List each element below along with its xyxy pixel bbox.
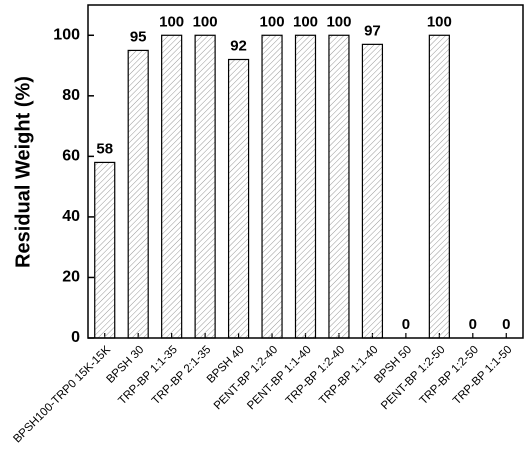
bar: [194, 34, 216, 339]
y-tick-label: 40: [62, 208, 80, 225]
x-tick-label: TRP-BP 1:2-50: [418, 344, 481, 407]
y-tick-label: 60: [62, 148, 80, 165]
value-label: 97: [364, 22, 381, 39]
bar: [94, 161, 116, 339]
value-label: 92: [230, 37, 247, 54]
bar: [428, 34, 450, 339]
y-tick-label: 0: [71, 329, 80, 346]
x-tick-label: TRP-BP 1:1-40: [317, 344, 380, 407]
bar: [361, 43, 384, 339]
value-label: 100: [193, 13, 218, 30]
value-label: 100: [260, 13, 285, 30]
value-label: 0: [469, 316, 477, 333]
value-label: 100: [159, 13, 184, 30]
x-tick-label: TRP-BP 1:2-40: [284, 344, 347, 407]
bar: [227, 58, 250, 339]
bar: [294, 34, 317, 339]
value-label: 100: [427, 13, 452, 30]
value-label: 0: [402, 316, 410, 333]
bar: [261, 34, 283, 339]
bar: [328, 34, 350, 339]
x-tick-label: TRP-BP 1:1-35: [116, 344, 179, 407]
value-label: 95: [130, 28, 147, 45]
y-axis-label: Residual Weight (%): [12, 76, 34, 268]
y-tick-label: 100: [53, 26, 80, 43]
y-tick-label: 20: [62, 269, 80, 286]
value-label: 100: [326, 13, 351, 30]
value-label: 58: [96, 140, 113, 157]
value-label: 0: [502, 316, 510, 333]
plot-frame: [87, 4, 524, 339]
bar: [127, 49, 149, 339]
x-tick-label: TRP-BP 1:1-50: [451, 344, 514, 407]
x-tick-label: TRP-BP 2:1-35: [150, 344, 213, 407]
bar: [161, 34, 183, 339]
y-tick-label: 80: [62, 87, 80, 104]
value-label: 100: [293, 13, 318, 30]
x-tick-label: BPSH100-TRP0 15K-15K: [11, 344, 113, 446]
